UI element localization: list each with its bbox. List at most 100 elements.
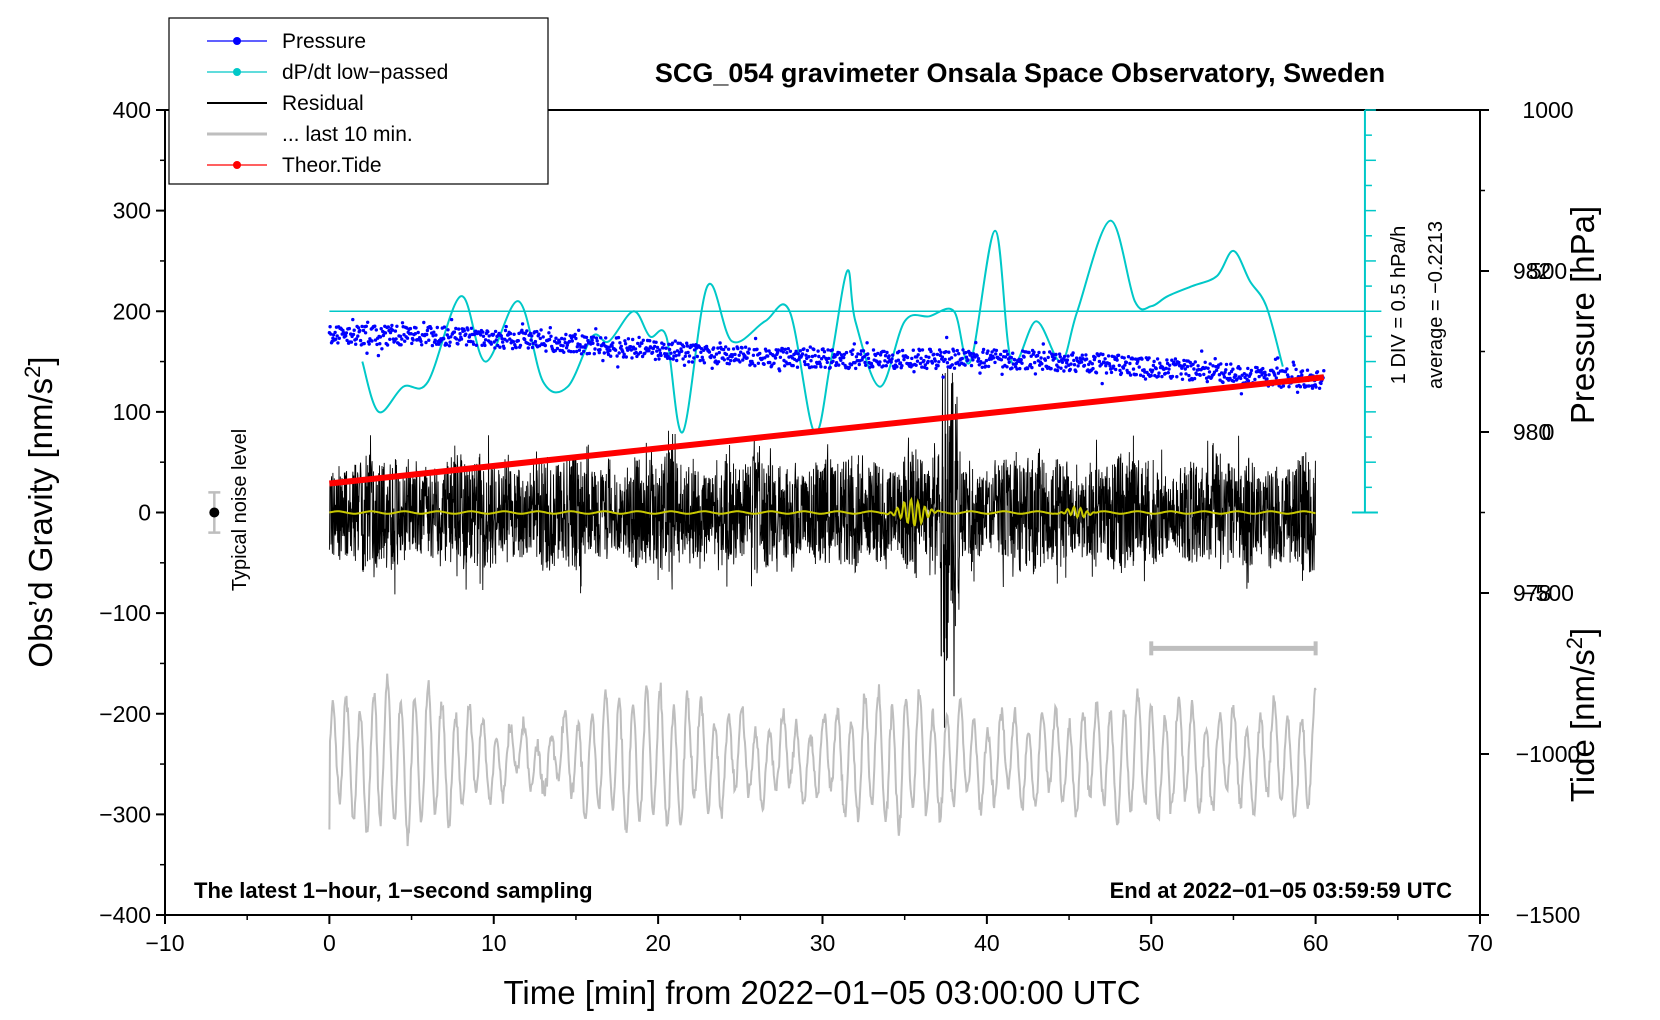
pressure-point xyxy=(1109,370,1114,375)
pressure-point xyxy=(927,355,931,359)
pressure-point xyxy=(1117,363,1122,368)
pressure-point xyxy=(486,330,490,334)
y-tick-label: −400 xyxy=(99,902,151,928)
pressure-point xyxy=(1106,354,1111,358)
pressure-point xyxy=(657,357,661,361)
pressure-point xyxy=(964,350,968,355)
y-tick-label: −100 xyxy=(99,600,151,626)
pressure-point xyxy=(567,339,572,344)
pressure-point xyxy=(1072,358,1076,363)
legend-item-dpdt: dP/dt low−passed xyxy=(207,61,448,84)
pressure-point xyxy=(442,325,447,329)
pressure-point xyxy=(1074,369,1078,374)
pressure-point xyxy=(1187,373,1191,378)
pressure-point xyxy=(1080,353,1085,357)
pressure-point xyxy=(1151,368,1155,372)
pressure-point xyxy=(1205,379,1210,384)
dpdt-scale-label: 1 DIV = 0.5 hPa/h xyxy=(1388,226,1410,384)
pressure-point xyxy=(1035,353,1040,358)
pressure-point xyxy=(633,347,638,351)
last-10-min-bar xyxy=(1149,641,1318,656)
pressure-point xyxy=(898,361,903,365)
pressure-point xyxy=(1285,367,1289,371)
pressure-point xyxy=(1057,352,1062,356)
pressure-point xyxy=(889,360,893,364)
pressure-point xyxy=(834,363,838,368)
pressure-point xyxy=(871,365,875,369)
x-tick-label: 50 xyxy=(1138,930,1164,956)
pressure-point xyxy=(329,332,333,336)
pressure-point xyxy=(819,357,824,361)
pressure-point xyxy=(878,360,882,364)
pressure-point xyxy=(883,359,887,363)
pressure-point xyxy=(593,347,597,351)
pressure-point xyxy=(1265,377,1269,381)
pressure-point xyxy=(530,345,535,350)
pressure-point xyxy=(859,352,863,356)
pressure-point xyxy=(454,326,458,331)
pressure-point xyxy=(740,346,744,350)
pressure-series xyxy=(327,317,1326,396)
pressure-point xyxy=(1049,366,1053,371)
pressure-point xyxy=(1224,368,1228,372)
pressure-point xyxy=(328,325,332,329)
pressure-point xyxy=(993,360,997,365)
y-tick-label: 0 xyxy=(138,500,151,526)
pressure-point xyxy=(707,350,712,354)
pressure-point xyxy=(830,348,834,352)
pressure-point xyxy=(445,333,449,337)
pressure-point xyxy=(458,332,462,336)
y-tick-label: 200 xyxy=(113,298,151,324)
pressure-point xyxy=(731,347,736,351)
pressure-point xyxy=(548,326,552,330)
pressure-point xyxy=(687,360,691,364)
pressure-point xyxy=(587,351,592,356)
pressure-point xyxy=(947,350,951,354)
pressure-point xyxy=(431,334,435,338)
pressure-point xyxy=(1263,373,1268,377)
pressure-point xyxy=(834,361,839,365)
pressure-point xyxy=(653,344,657,349)
x-tick-label: 0 xyxy=(323,930,336,956)
pressure-point xyxy=(452,330,457,334)
pressure-point xyxy=(574,336,578,341)
pressure-point xyxy=(852,342,856,346)
pressure-point xyxy=(753,336,758,341)
pressure-point xyxy=(865,341,869,345)
pressure-point xyxy=(1276,371,1281,375)
pressure-point xyxy=(1010,366,1014,370)
pressure-point xyxy=(952,349,956,353)
pressure-point xyxy=(915,359,920,363)
pressure-point xyxy=(615,354,619,358)
pressure-point xyxy=(884,364,888,368)
pressure-point xyxy=(1131,357,1135,361)
pressure-point xyxy=(414,326,418,330)
pressure-point xyxy=(686,350,690,355)
pressure-point xyxy=(751,353,756,357)
pressure-point xyxy=(1040,362,1044,366)
pressure-point xyxy=(831,359,835,363)
pressure-point xyxy=(661,346,665,350)
pressure-point xyxy=(535,329,539,334)
pressure-point xyxy=(857,362,861,367)
pressure-point xyxy=(778,369,782,373)
pressure-point xyxy=(743,354,747,358)
pressure-point xyxy=(695,354,699,359)
pressure-point xyxy=(984,358,989,363)
pressure-point xyxy=(1234,373,1238,378)
pressure-point xyxy=(1072,363,1077,367)
pressure-point xyxy=(659,353,663,358)
pressure-point xyxy=(945,361,950,365)
pressure-point xyxy=(953,353,957,357)
pressure-point xyxy=(941,375,945,379)
pressure-point xyxy=(1048,350,1052,354)
pressure-point xyxy=(881,364,886,368)
pressure-point xyxy=(1267,373,1271,377)
pressure-point xyxy=(825,360,829,365)
noise-level-marker xyxy=(208,491,221,534)
pressure-point xyxy=(1196,364,1200,368)
pressure-point xyxy=(378,342,382,346)
pressure-point xyxy=(616,365,620,369)
pressure-point xyxy=(514,345,518,350)
pressure-point xyxy=(390,328,395,332)
